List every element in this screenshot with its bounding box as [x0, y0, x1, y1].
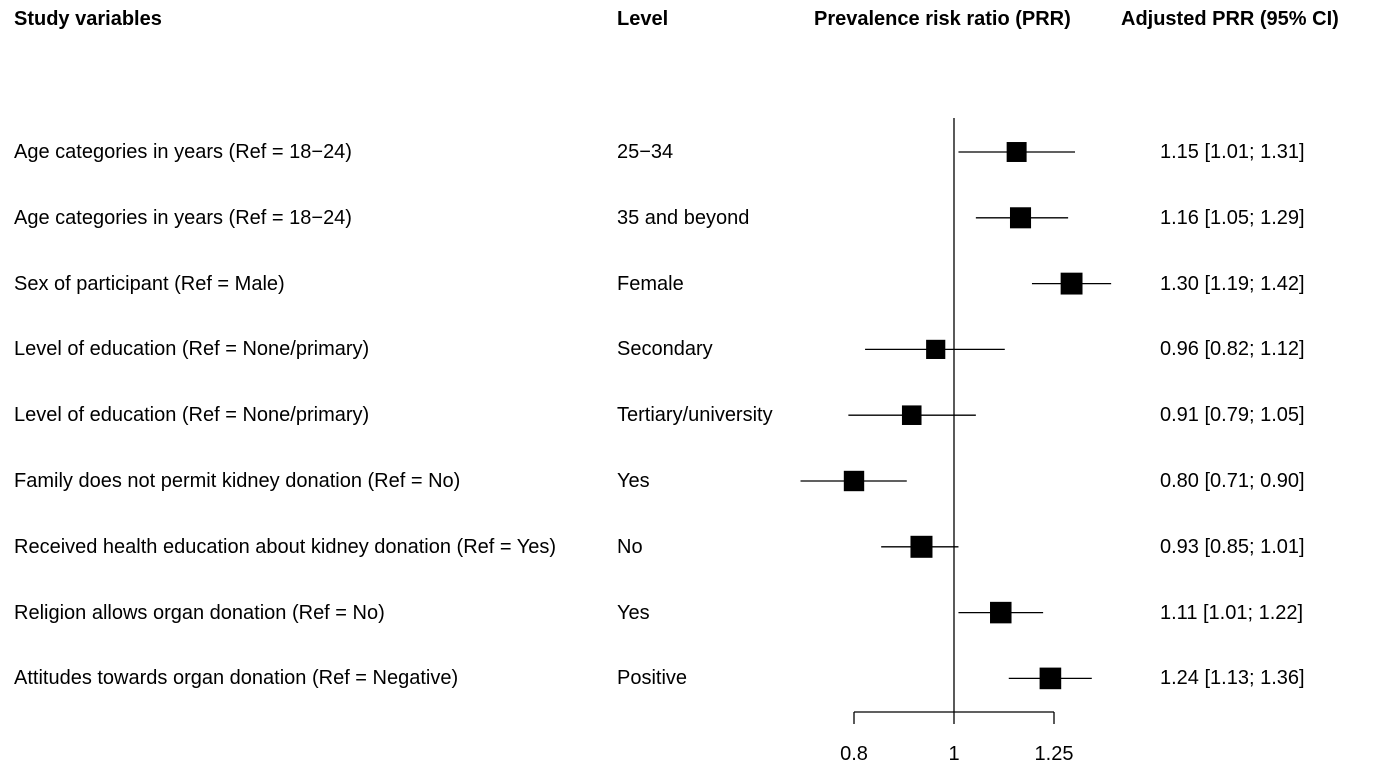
row-variable: Level of education (Ref = None/primary) — [14, 338, 370, 361]
row-variable: Received health education about kidney d… — [14, 535, 557, 558]
point-estimate-square — [910, 535, 933, 558]
header-adjusted-prr: Adjusted PRR (95% CI) — [1121, 8, 1339, 30]
row-level: 25−34 — [617, 141, 674, 163]
row-level: No — [617, 535, 643, 558]
row-level: Yes — [617, 601, 650, 624]
header-level: Level — [617, 8, 669, 30]
point-estimate-square — [1006, 142, 1027, 162]
x-tick-label: 1 — [948, 743, 959, 763]
row-estimate-label: 1.24 [1.13; 1.36] — [1160, 667, 1305, 690]
point-estimate-square — [843, 470, 865, 492]
header-prr: Prevalence risk ratio (PRR) — [814, 8, 1071, 30]
point-estimate-square — [1060, 272, 1083, 295]
point-estimate-square — [901, 405, 922, 425]
row-variable: Attitudes towards organ donation (Ref = … — [14, 667, 459, 690]
point-estimate-square — [926, 339, 946, 359]
row-estimate-label: 1.11 [1.01; 1.22] — [1160, 601, 1304, 624]
row-variable: Sex of participant (Ref = Male) — [14, 272, 285, 295]
row-estimate-label: 1.15 [1.01; 1.31] — [1160, 141, 1305, 163]
header-study-variables: Study variables — [14, 8, 162, 30]
row-variable: Family does not permit kidney donation (… — [14, 470, 461, 492]
point-estimate-square — [1009, 207, 1032, 229]
row-level: Yes — [617, 470, 650, 492]
row-variable: Religion allows organ donation (Ref = No… — [14, 601, 385, 624]
row-level: 35 and beyond — [617, 206, 750, 229]
row-estimate-label: 1.16 [1.05; 1.29] — [1160, 206, 1305, 229]
row-estimate-label: 0.80 [0.71; 0.90] — [1160, 470, 1305, 492]
row-estimate-label: 0.91 [0.79; 1.05] — [1160, 404, 1305, 427]
x-tick-label: 0.8 — [840, 743, 868, 763]
point-estimate-square — [990, 601, 1012, 624]
row-estimate-label: 1.30 [1.19; 1.42] — [1160, 272, 1305, 295]
row-estimate-label: 0.93 [0.85; 1.01] — [1160, 535, 1305, 558]
row-level: Tertiary/university — [617, 404, 773, 427]
row-level: Secondary — [617, 338, 713, 361]
row-variable: Level of education (Ref = None/primary) — [14, 404, 370, 427]
point-estimate-square — [1039, 667, 1062, 690]
row-variable: Age categories in years (Ref = 18−24) — [14, 141, 352, 163]
row-level: Female — [617, 272, 684, 295]
row-level: Positive — [617, 667, 688, 690]
row-estimate-label: 0.96 [0.82; 1.12] — [1160, 338, 1305, 361]
row-variable: Age categories in years (Ref = 18−24) — [14, 206, 352, 229]
x-tick-label: 1.25 — [1035, 743, 1074, 763]
